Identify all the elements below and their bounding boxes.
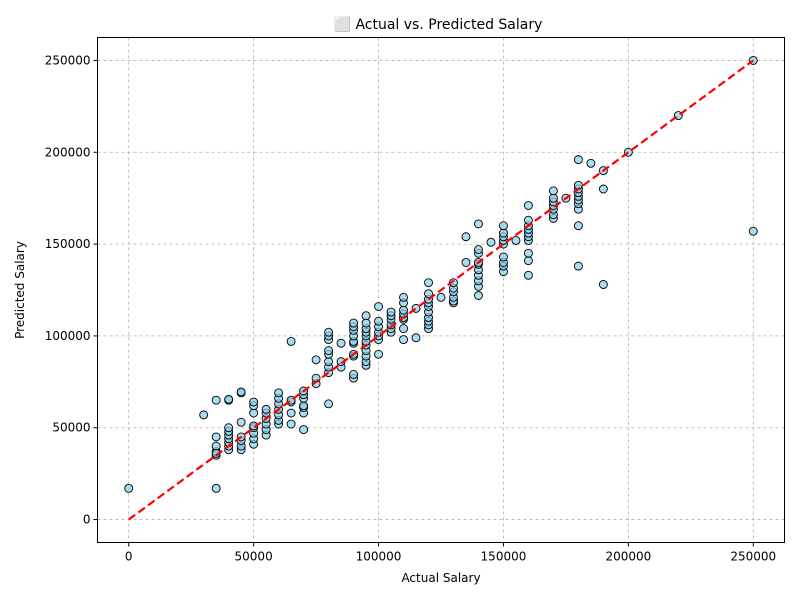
- y-tick-label: 150000: [45, 237, 91, 251]
- data-point: [399, 305, 408, 315]
- data-point: [311, 355, 321, 365]
- data-point: [548, 193, 558, 203]
- x-tick-label: 150000: [481, 550, 527, 564]
- data-point: [474, 245, 483, 255]
- data-point: [523, 256, 533, 266]
- data-point: [211, 395, 221, 405]
- y-tick-label: 100000: [45, 329, 91, 343]
- data-point: [349, 370, 359, 379]
- data-point: [324, 357, 334, 367]
- data-point: [199, 410, 209, 420]
- data-point: [374, 316, 383, 326]
- data-point: [598, 280, 608, 289]
- data-point: [598, 184, 608, 194]
- x-tick-label: 200000: [605, 550, 651, 564]
- x-tick-label: 100000: [356, 550, 402, 564]
- data-point: [499, 228, 508, 238]
- data-point: [499, 221, 508, 231]
- x-tick-label: 250000: [730, 550, 776, 564]
- data-point: [474, 219, 483, 229]
- data-point: [236, 387, 246, 397]
- data-point: [511, 235, 521, 245]
- data-point: [386, 307, 396, 317]
- data-point: [236, 417, 246, 427]
- data-point: [424, 278, 433, 288]
- data-point: [486, 237, 496, 247]
- data-point: [249, 397, 259, 407]
- data-point: [286, 336, 296, 346]
- data-point: [124, 483, 134, 493]
- x-axis-label: Actual Salary: [401, 571, 480, 585]
- data-point: [573, 155, 583, 165]
- data-point: [299, 425, 309, 435]
- data-point: [461, 258, 471, 267]
- y-tick-label: 250000: [45, 53, 91, 67]
- chart-title: ⬜ Actual vs. Predicted Salary: [334, 16, 543, 33]
- data-point: [523, 201, 533, 210]
- data-point: [286, 419, 296, 429]
- data-point: [336, 338, 346, 348]
- data-point: [399, 324, 408, 334]
- reference-line: [128, 59, 754, 521]
- data-point: [374, 349, 383, 359]
- y-axis-label: Predicted Salary: [13, 241, 27, 339]
- data-point: [324, 399, 334, 409]
- data-point: [324, 346, 334, 356]
- data-point: [548, 186, 558, 196]
- data-point: [586, 158, 596, 168]
- data-point: [211, 432, 221, 442]
- data-point: [499, 252, 508, 262]
- x-tick-label: 50000: [235, 550, 273, 564]
- data-point: [249, 408, 259, 418]
- data-point: [361, 318, 371, 328]
- data-point: [573, 221, 583, 231]
- data-point: [399, 335, 408, 345]
- data-point: [474, 291, 483, 300]
- ticks-layer: 0 50000 100000 150000 200000 250000 0 50000 1000…: [45, 53, 776, 563]
- data-point: [224, 394, 234, 404]
- reference-line-layer: [128, 59, 754, 521]
- data-point: [748, 226, 758, 236]
- grid-layer: [97, 37, 785, 543]
- y-tick-label: 0: [83, 513, 91, 527]
- plot-frame: [97, 37, 785, 543]
- data-point: [224, 423, 234, 433]
- data-point: [523, 248, 533, 258]
- data-point: [461, 232, 471, 242]
- data-point: [211, 441, 221, 451]
- data-point: [361, 311, 371, 321]
- x-tick-label: 0: [125, 550, 133, 564]
- data-point: [436, 292, 446, 302]
- points-layer: [124, 56, 758, 493]
- data-point: [299, 401, 309, 411]
- data-point: [261, 404, 271, 414]
- data-point: [274, 388, 284, 398]
- data-point: [573, 261, 583, 271]
- data-point: [374, 302, 383, 311]
- data-point: [324, 327, 334, 337]
- data-point: [211, 483, 221, 493]
- data-point: [523, 270, 533, 280]
- data-point: [399, 292, 408, 302]
- data-point: [286, 408, 296, 418]
- data-point: [349, 318, 359, 328]
- data-point: [523, 215, 533, 225]
- y-tick-label: 200000: [45, 145, 91, 159]
- data-point: [411, 333, 421, 343]
- y-tick-label: 50000: [52, 421, 90, 435]
- data-point: [424, 289, 433, 299]
